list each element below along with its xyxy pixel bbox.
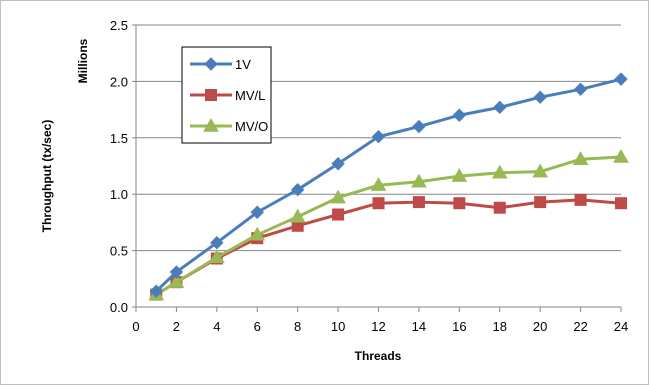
data-point-mv-l <box>453 197 466 210</box>
legend: 1V MV/L MV/O <box>181 46 272 144</box>
legend-label-mv-o: MV/O <box>235 119 268 134</box>
legend-item-1v: 1V <box>190 57 251 72</box>
series-1v <box>149 72 628 298</box>
data-point-1v <box>573 82 588 97</box>
data-point-1v <box>290 182 305 197</box>
x-tick-label: 8 <box>294 319 301 334</box>
data-point-mv-o <box>330 189 346 204</box>
tick-labels: 0.00.51.01.52.02.50 2 4 6 8 10 12 14 16 18 20 22 24 <box>110 18 628 334</box>
series-layer <box>148 72 629 301</box>
legend-marker-mv-l <box>205 89 217 101</box>
legend-item-mv-o: MV/O <box>190 117 268 134</box>
y-tick-label: 1.0 <box>110 187 128 202</box>
series-line-mv-o <box>155 155 622 296</box>
legend-label-1v: 1V <box>235 57 251 72</box>
legend-item-mv-l: MV/L <box>190 88 265 103</box>
x-tick-label: 18 <box>493 319 507 334</box>
data-point-1v <box>250 205 264 219</box>
x-tick-label: 22 <box>573 319 587 334</box>
data-point-mv-l <box>493 201 506 214</box>
data-point-1v <box>412 119 426 134</box>
x-tick-label: 2 <box>173 319 180 334</box>
data-point-mv-l <box>574 193 587 206</box>
data-point-mv-o <box>451 168 468 182</box>
y-tick-label: 2.0 <box>110 74 128 89</box>
x-tick-label: 24 <box>614 319 628 334</box>
data-point-mv-l <box>332 208 345 221</box>
y-axis-title: Throughput (tx/sec) <box>40 120 54 233</box>
data-point-1v <box>331 157 345 171</box>
data-point-mv-o <box>411 173 427 188</box>
data-point-mv-o <box>491 164 508 179</box>
x-tick-label: 20 <box>533 319 547 334</box>
legend-marker-mv-o <box>203 117 219 132</box>
y-tick-label: 0.0 <box>110 300 128 315</box>
data-point-1v <box>614 72 628 86</box>
y-tick-label: 2.5 <box>110 18 128 33</box>
x-tick-label: 0 <box>132 319 139 334</box>
data-point-1v <box>371 129 386 144</box>
axes <box>132 24 622 312</box>
data-point-mv-o <box>370 177 387 191</box>
data-point-mv-o <box>572 151 589 165</box>
x-tick-label: 12 <box>371 319 385 334</box>
x-tick-label: 6 <box>254 319 261 334</box>
data-point-mv-o <box>208 249 225 264</box>
data-point-mv-l <box>615 197 627 210</box>
data-point-1v <box>149 284 163 298</box>
data-point-1v <box>533 90 547 104</box>
y-tick-label: 1.5 <box>110 131 128 146</box>
x-tick-label: 4 <box>213 319 220 334</box>
data-point-1v <box>210 235 224 250</box>
legend-label-mv-l: MV/L <box>235 88 265 103</box>
data-point-mv-l <box>412 196 425 209</box>
data-point-mv-o <box>289 208 306 223</box>
data-point-mv-o <box>613 148 629 163</box>
data-point-mv-o <box>168 274 185 288</box>
x-tick-label: 16 <box>452 319 466 334</box>
legend-marker-1v <box>204 57 218 71</box>
data-point-1v <box>452 108 467 122</box>
data-point-1v <box>169 265 184 279</box>
x-tick-label: 14 <box>412 319 426 334</box>
x-tick-label: 10 <box>331 319 345 334</box>
data-point-mv-o <box>532 163 549 178</box>
data-point-mv-l <box>534 196 547 209</box>
y-axis-unit-label: Millions <box>76 38 90 83</box>
x-axis-title: Threads <box>355 349 402 363</box>
series-mv-o <box>148 148 629 301</box>
data-point-mv-l <box>372 197 385 210</box>
y-tick-label: 0.5 <box>110 244 128 259</box>
series-mv-l <box>150 193 627 301</box>
series-line-mv-l <box>155 198 622 296</box>
data-point-mv-o <box>249 226 266 241</box>
data-point-1v <box>493 100 507 115</box>
